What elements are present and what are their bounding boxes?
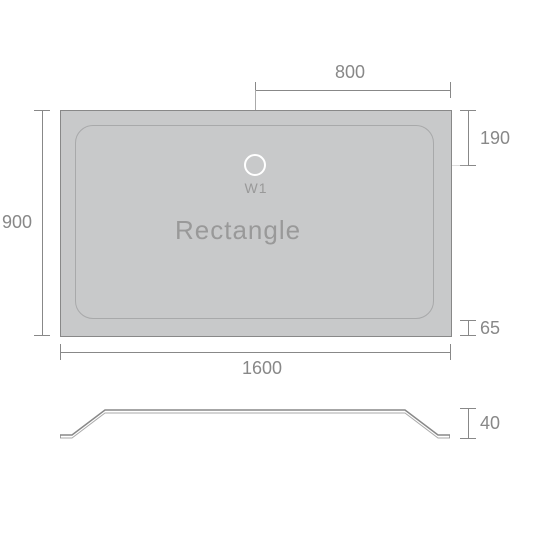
dim-line-1600: [60, 352, 450, 353]
drain-label: W1: [244, 180, 268, 196]
dim-label-65: 65: [480, 318, 500, 339]
dim-label-190: 190: [480, 128, 510, 149]
dim-tick: [450, 82, 451, 98]
product-title: Rectangle: [175, 215, 301, 246]
dim-line-800: [255, 90, 450, 91]
dim-tick: [60, 344, 61, 360]
dim-tick: [34, 110, 50, 111]
dim-line-65: [468, 320, 469, 335]
dim-tick: [460, 320, 476, 321]
profile-view: [60, 405, 450, 440]
diagram-container: 800 190 900 W1 Rectangle 65 1600 40: [0, 0, 535, 535]
dim-tick: [34, 335, 50, 336]
dim-line-190: [468, 110, 469, 165]
dim-label-900: 900: [2, 212, 32, 233]
drain-icon: [244, 154, 266, 176]
dim-label-800: 800: [320, 62, 380, 83]
dim-tick: [460, 438, 476, 439]
dim-tick: [460, 110, 476, 111]
dim-label-1600: 1600: [232, 358, 292, 379]
dim-tick: [450, 344, 451, 360]
dim-tick: [460, 408, 476, 409]
dim-label-40: 40: [480, 413, 500, 434]
dim-line-900: [42, 110, 43, 335]
dim-tick: [460, 335, 476, 336]
dim-line-40: [468, 408, 469, 438]
